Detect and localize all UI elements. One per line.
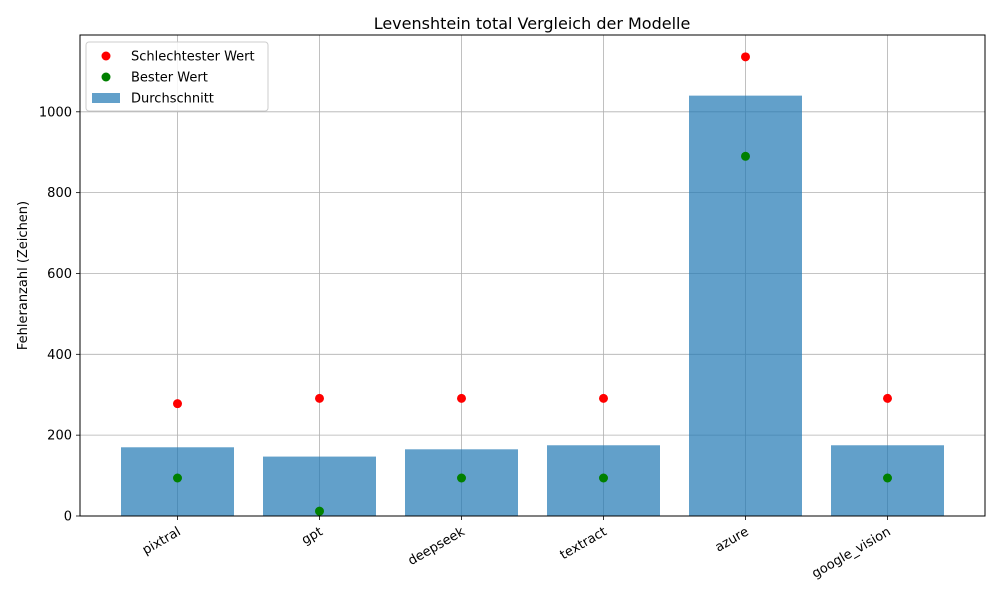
point-schlechtester-wert — [883, 393, 892, 403]
legend-swatch-durchschnitt — [92, 93, 120, 103]
bars-group — [121, 95, 944, 516]
y-tick-label: 400 — [47, 348, 72, 363]
point-schlechtester-wert — [457, 393, 466, 403]
point-bester-wert — [315, 506, 324, 516]
legend: Schlechtester Wert Bester Wert Durchschnit… — [85, 41, 269, 112]
y-tick-label: 600 — [47, 267, 72, 282]
point-schlechtester-wert — [173, 399, 182, 409]
legend-label: Schlechtester Wert — [131, 50, 255, 65]
plot-area — [80, 35, 985, 516]
legend-marker-schlechtester-wert — [101, 51, 111, 61]
y-tick-label: 0 — [64, 510, 72, 525]
points-group — [173, 52, 892, 516]
legend-label: Durchschnitt — [131, 92, 214, 107]
legend-label: Bester Wert — [131, 71, 208, 86]
point-schlechtester-wert — [741, 52, 750, 62]
y-tick-label: 1000 — [39, 105, 72, 120]
point-schlechtester-wert — [315, 393, 324, 403]
y-tick-label: 200 — [47, 429, 72, 444]
bar-durchschnitt — [405, 449, 518, 516]
plot-frame — [79, 34, 986, 517]
bar-durchschnitt — [689, 95, 802, 516]
chart-title: Levenshtein total Vergleich der Modelle — [374, 14, 691, 33]
y-axis: 0 200 400 600 800 1000 — [39, 105, 80, 525]
point-bester-wert — [741, 151, 750, 161]
point-bester-wert — [457, 473, 466, 483]
point-bester-wert — [173, 473, 182, 483]
legend-marker-bester-wert — [101, 72, 111, 82]
y-tick-label: 800 — [47, 186, 72, 201]
point-bester-wert — [599, 473, 608, 483]
y-axis-label: Fehleranzahl (Zeichen) — [16, 201, 31, 350]
legend-box — [85, 41, 269, 112]
bar-durchschnitt — [263, 456, 376, 516]
point-bester-wert — [883, 473, 892, 483]
point-schlechtester-wert — [599, 393, 608, 403]
